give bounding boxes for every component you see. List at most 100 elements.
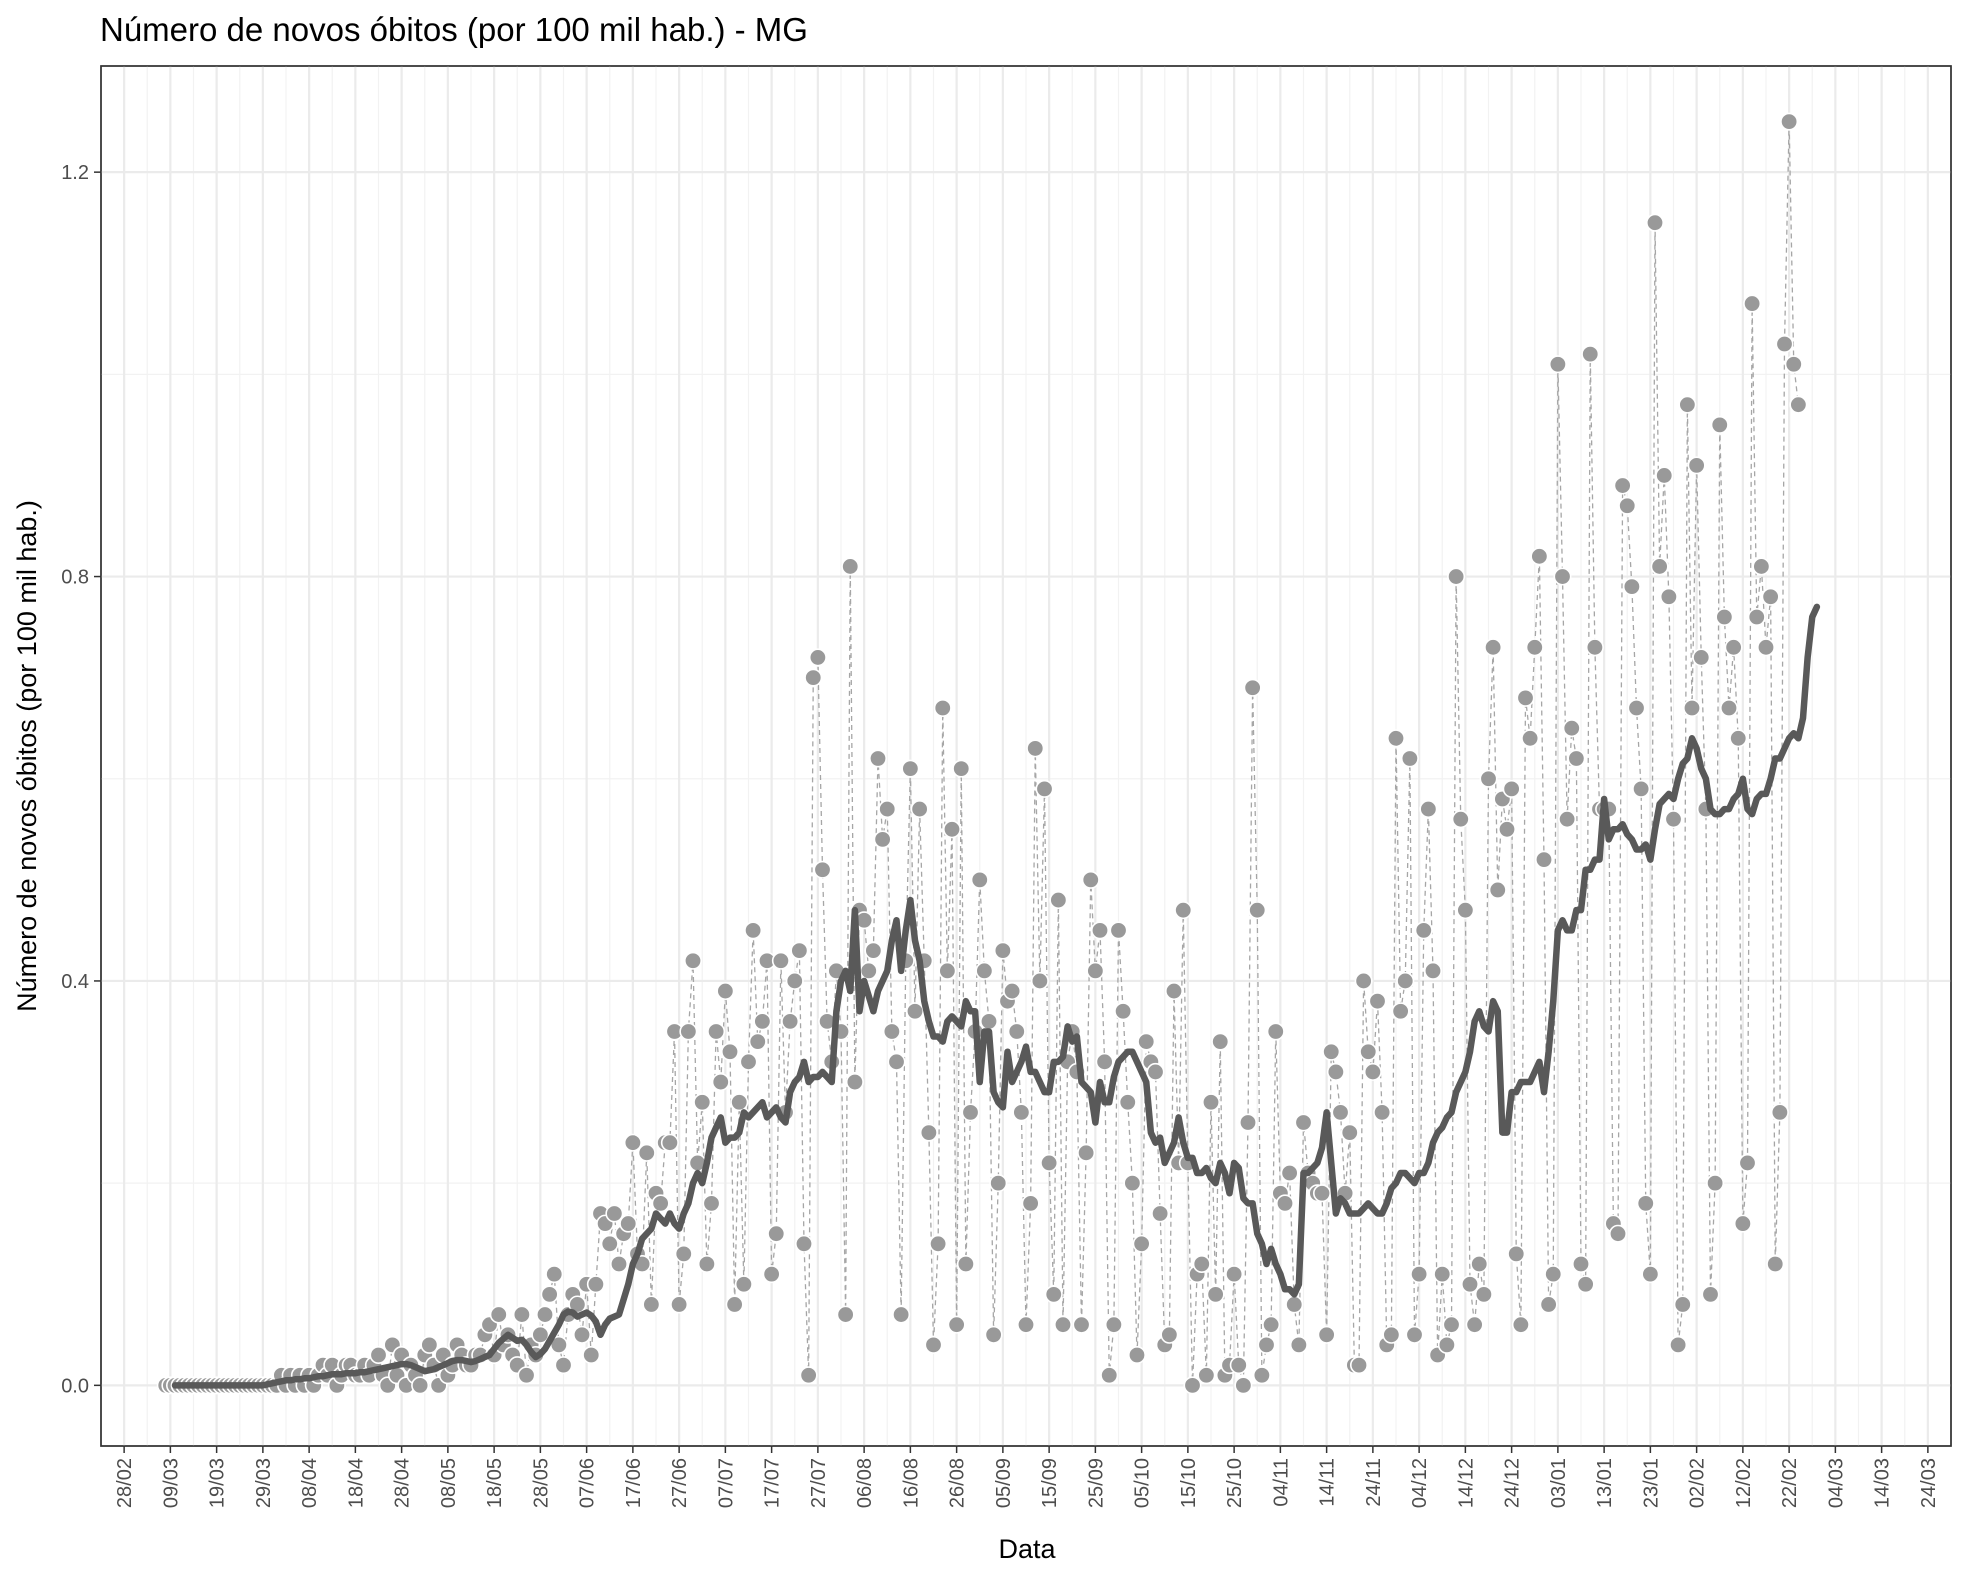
x-tick-label: 05/10 [1132, 1458, 1154, 1508]
daily-point [707, 1022, 726, 1041]
daily-point [1151, 1204, 1170, 1223]
daily-point [1007, 1022, 1026, 1041]
daily-point [1165, 982, 1184, 1001]
daily-point [1498, 820, 1517, 839]
daily-point [1646, 213, 1665, 232]
daily-point [623, 1133, 642, 1152]
daily-point [1021, 1194, 1040, 1213]
daily-point [1636, 1194, 1655, 1213]
daily-point [1137, 1032, 1156, 1051]
daily-point [845, 1073, 864, 1092]
daily-point [1016, 1315, 1035, 1334]
daily-point [1363, 1062, 1382, 1081]
daily-point [1673, 1295, 1692, 1314]
daily-point [572, 1325, 591, 1344]
daily-point [919, 1123, 938, 1142]
x-tick-label: 02/02 [1687, 1458, 1709, 1508]
daily-point [1710, 415, 1729, 434]
daily-point [1211, 1032, 1230, 1051]
daily-point [1123, 1174, 1142, 1193]
daily-point [892, 1305, 911, 1324]
daily-point [1026, 739, 1045, 758]
daily-point [711, 1073, 730, 1092]
x-axis: 28/02 09/03 19/03 29/03 08/04 18/04 28/04 08/05… [114, 1446, 1940, 1508]
daily-point [670, 1295, 689, 1314]
daily-point [1553, 567, 1572, 586]
daily-point [1701, 1285, 1720, 1304]
daily-point [1752, 557, 1771, 576]
x-tick-label: 25/10 [1224, 1458, 1246, 1508]
daily-point [1576, 1275, 1595, 1294]
daily-point [1784, 355, 1803, 374]
x-tick-label: 28/05 [530, 1458, 552, 1508]
daily-point [952, 759, 971, 778]
daily-point [1437, 1335, 1456, 1354]
daily-point [1511, 1315, 1530, 1334]
daily-point [1049, 891, 1068, 910]
daily-point [1252, 1366, 1271, 1385]
daily-point [1234, 1376, 1253, 1395]
daily-point [887, 1052, 906, 1071]
x-tick-label: 15/10 [1178, 1458, 1200, 1508]
daily-point [882, 1022, 901, 1041]
daily-point [679, 1022, 698, 1041]
daily-point [1442, 1315, 1461, 1334]
x-tick-label: 26/08 [947, 1458, 969, 1508]
daily-point [1331, 1103, 1350, 1122]
daily-point [1424, 961, 1443, 980]
daily-point [1322, 1042, 1341, 1061]
daily-point [489, 1305, 508, 1324]
daily-point [989, 1174, 1008, 1193]
daily-point [956, 1255, 975, 1274]
daily-point [1507, 1244, 1526, 1263]
daily-point [725, 1295, 744, 1314]
x-tick-label: 27/06 [669, 1458, 691, 1508]
daily-point [1128, 1346, 1147, 1365]
daily-point [1003, 982, 1022, 1001]
daily-point [1622, 577, 1641, 596]
daily-point [1706, 1174, 1725, 1193]
x-tick-label: 13/01 [1594, 1458, 1616, 1508]
daily-point [1627, 698, 1646, 717]
daily-point [1044, 1285, 1063, 1304]
daily-point [1659, 587, 1678, 606]
daily-point [1525, 638, 1544, 657]
daily-point [1396, 971, 1415, 990]
daily-point [984, 1325, 1003, 1344]
x-tick-label: 03/01 [1548, 1458, 1570, 1508]
daily-point [1562, 719, 1581, 738]
daily-point [1609, 1224, 1628, 1243]
daily-point [1077, 1143, 1096, 1162]
x-tick-label: 05/09 [993, 1458, 1015, 1508]
daily-point [905, 1002, 924, 1021]
daily-point [1414, 921, 1433, 940]
daily-point [744, 921, 763, 940]
x-tick-label: 06/08 [854, 1458, 876, 1508]
daily-point [910, 800, 929, 819]
daily-point [1535, 850, 1554, 869]
daily-point [813, 860, 832, 879]
daily-point [720, 1042, 739, 1061]
daily-point [1030, 971, 1049, 990]
daily-point [1743, 294, 1762, 313]
daily-point [411, 1376, 430, 1395]
daily-point [1678, 395, 1697, 414]
daily-point [1516, 688, 1535, 707]
x-tick-label: 17/07 [762, 1458, 784, 1508]
daily-point [767, 1224, 786, 1243]
daily-point [1354, 971, 1373, 990]
daily-point [979, 1012, 998, 1031]
daily-point [1382, 1325, 1401, 1344]
daily-point [1206, 1285, 1225, 1304]
x-tick-label: 12/02 [1733, 1458, 1755, 1508]
x-tick-label: 17/06 [623, 1458, 645, 1508]
daily-point [1738, 1153, 1757, 1172]
daily-point [1285, 1295, 1304, 1314]
daily-point [938, 961, 957, 980]
y-tick-label: 0.8 [61, 567, 89, 589]
daily-point [804, 668, 823, 687]
daily-point [785, 971, 804, 990]
daily-point [1655, 466, 1674, 485]
daily-point [1317, 1325, 1336, 1344]
plot-panel-border [100, 65, 1952, 1447]
